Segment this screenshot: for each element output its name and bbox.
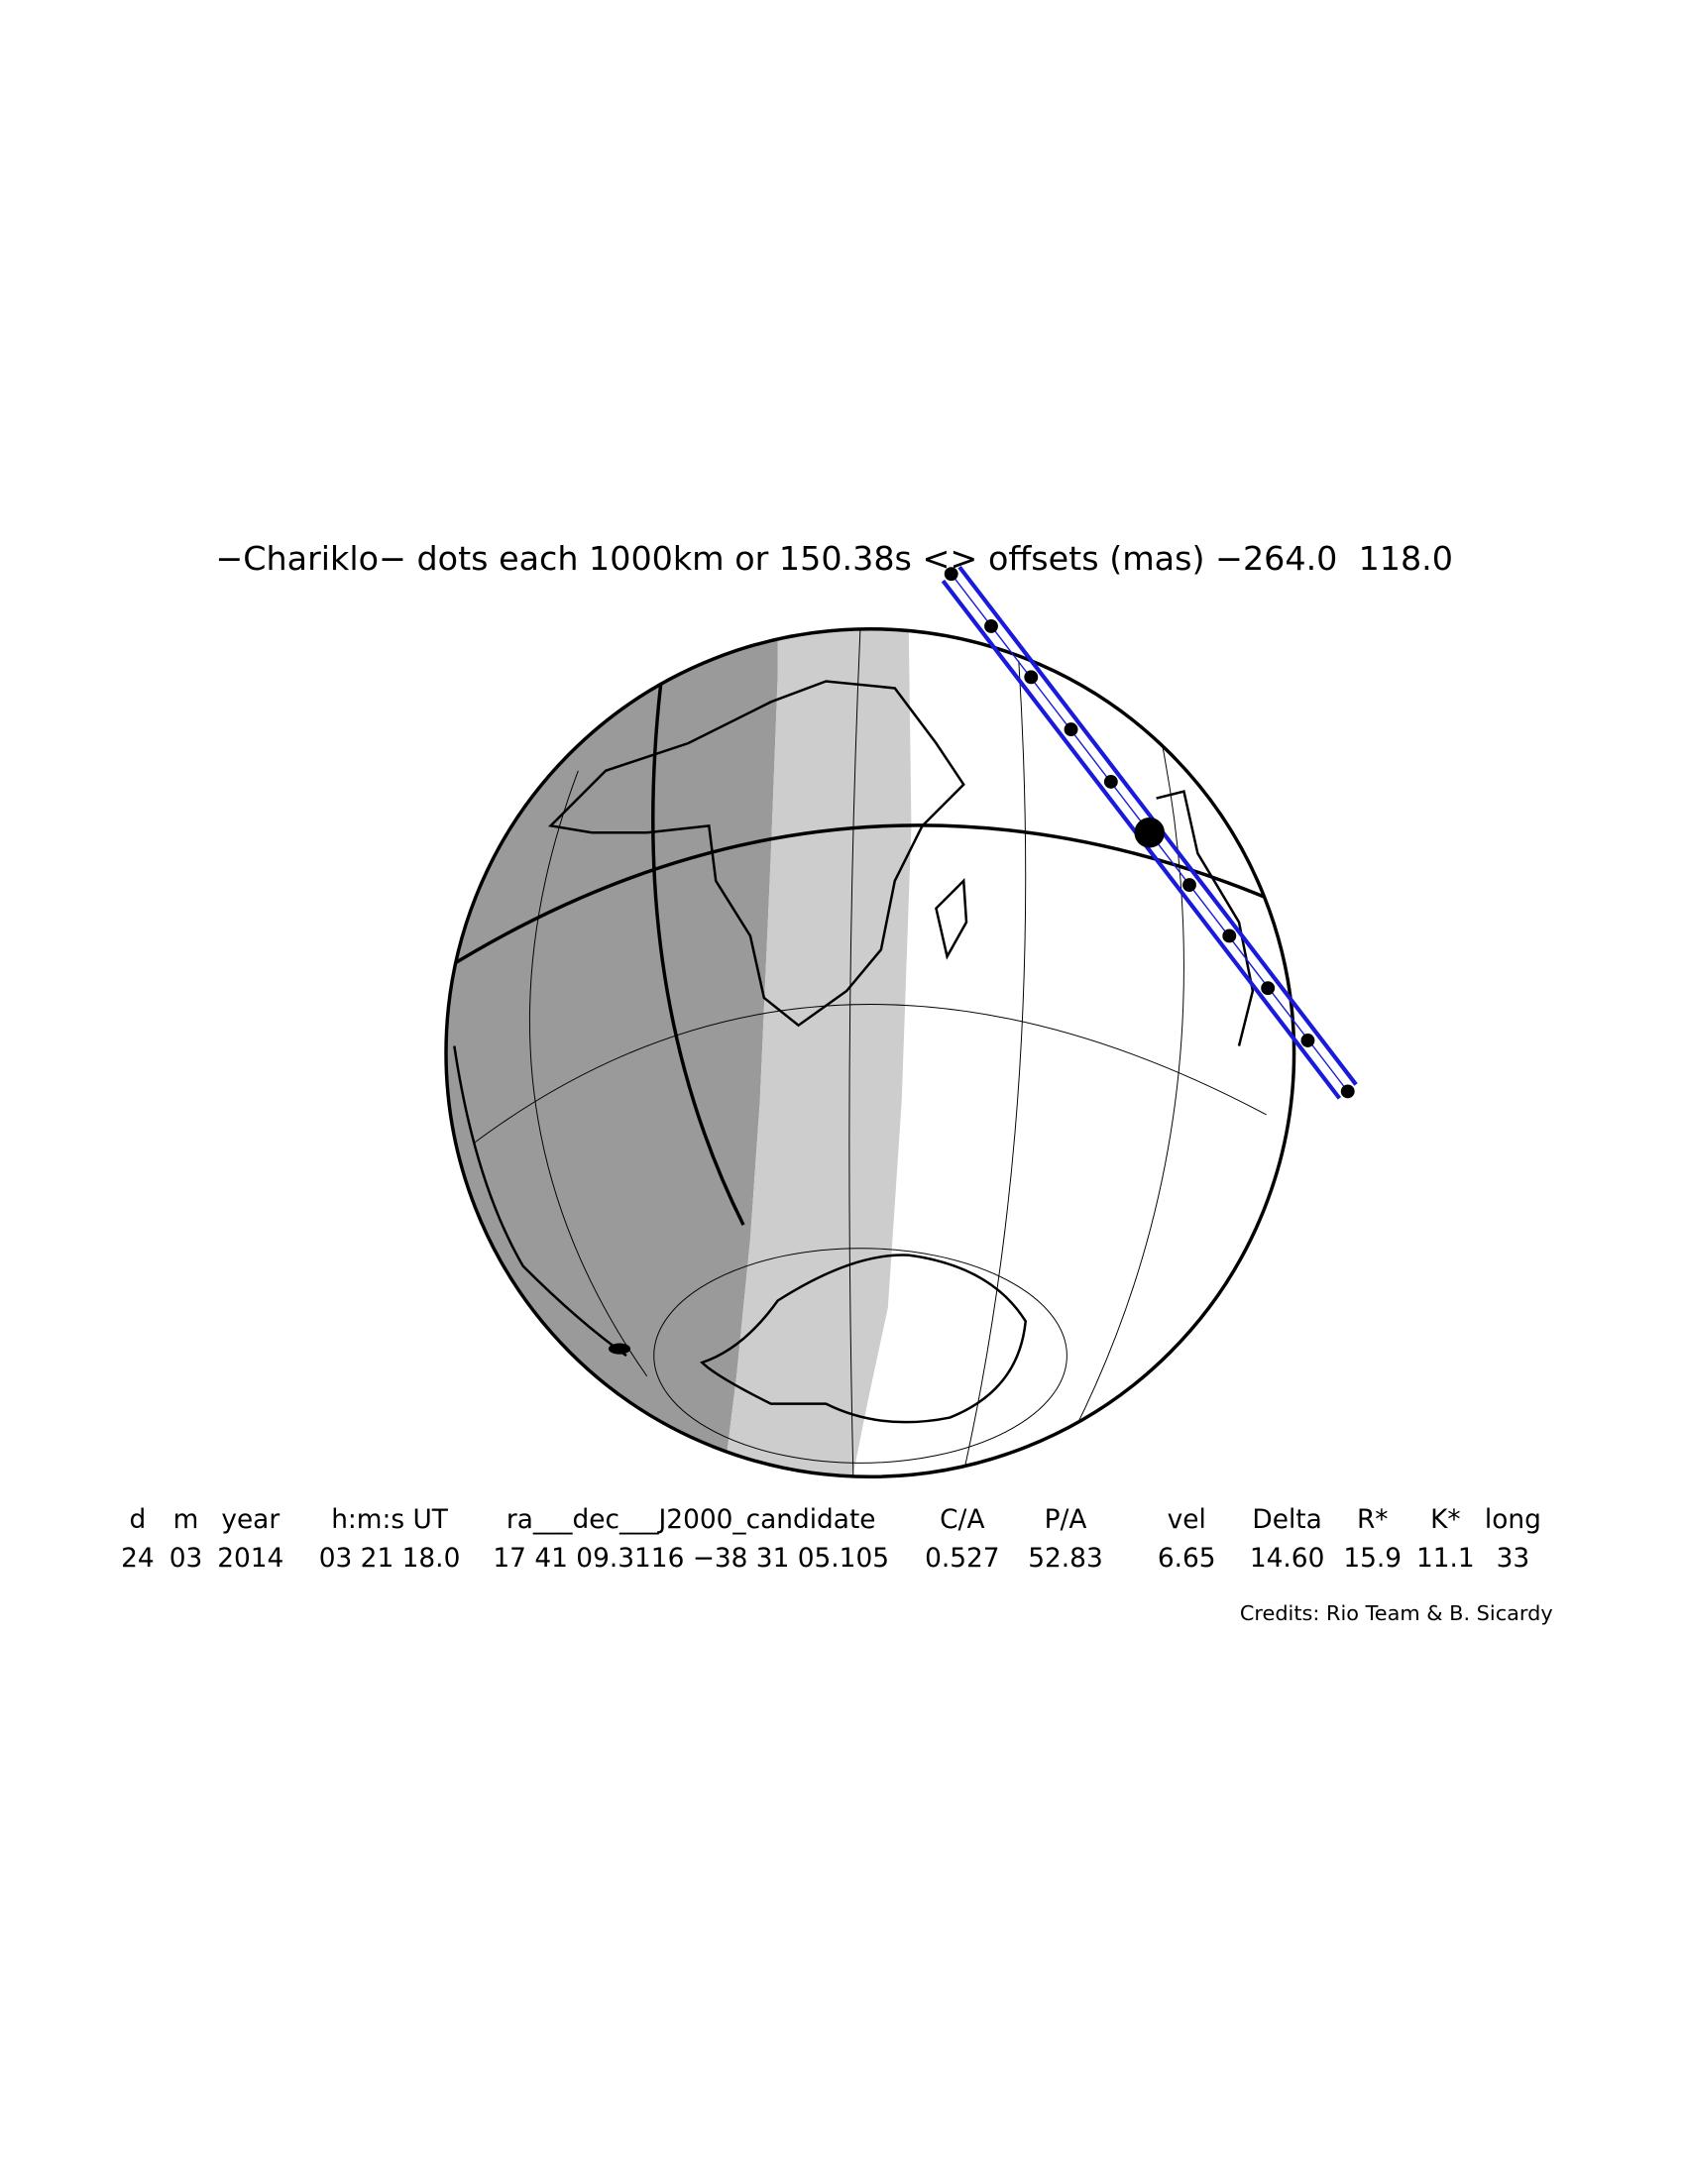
globe (446, 628, 1294, 1477)
table-header: m (173, 1505, 199, 1535)
table-header: ra___dec___J2000_candidate (506, 1505, 876, 1535)
table-cell: 11.1 (1416, 1544, 1475, 1574)
table-cell: 17 41 09.3116 −38 31 05.105 (493, 1544, 889, 1574)
table-cell: 6.65 (1158, 1544, 1216, 1574)
table-cell: 52.83 (1028, 1544, 1103, 1574)
credits: Credits: Rio Team & B. Sicardy (1240, 1601, 1553, 1625)
table-cell: 33 (1497, 1544, 1530, 1574)
event-table: d m year h:m:s UT ra___dec___J2000_candidate… (121, 1505, 1541, 1574)
table-header: C/A (940, 1505, 984, 1535)
shadow-path (941, 565, 1358, 1100)
table-header: long (1485, 1505, 1541, 1535)
table-header: K* (1430, 1505, 1460, 1535)
table-header: vel (1168, 1505, 1206, 1535)
table-header: h:m:s UT (331, 1505, 449, 1535)
table-cell: 0.527 (925, 1544, 1000, 1574)
table-header: year (221, 1505, 280, 1535)
table-header: P/A (1045, 1505, 1087, 1535)
table-cell: 2014 (217, 1544, 283, 1574)
table-header: d (130, 1505, 147, 1535)
table-header: Delta (1252, 1505, 1321, 1535)
table-cell: 14.60 (1250, 1544, 1325, 1574)
map-title: −Chariklo− dots each 1000km or 150.38s <… (215, 539, 1453, 578)
table-cell: 03 21 18.0 (319, 1544, 461, 1574)
table-header: R* (1357, 1505, 1389, 1535)
table-cell: 03 (169, 1544, 203, 1574)
table-cell: 15.9 (1343, 1544, 1402, 1574)
table-cell: 24 (121, 1544, 155, 1574)
